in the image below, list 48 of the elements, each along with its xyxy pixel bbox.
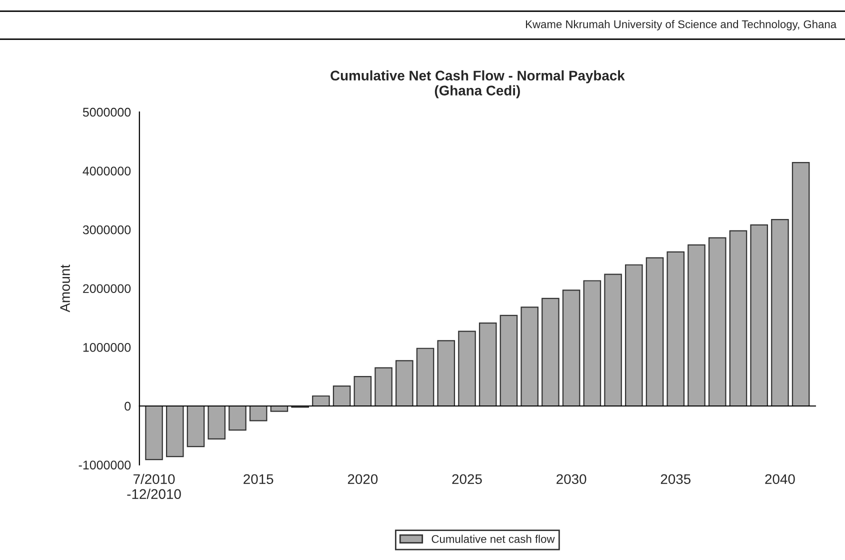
bar xyxy=(792,162,810,407)
x-tick-label: 2015 xyxy=(244,474,274,484)
text: Kwame Nkrumah University of Science and Technology, Ghana xyxy=(526,20,837,30)
bar xyxy=(354,376,372,407)
bar xyxy=(646,257,664,407)
bar xyxy=(771,219,789,407)
bar xyxy=(520,306,538,407)
chart-title: Cumulative Net Cash Flow - Normal Payback (Ghana Cedi) xyxy=(330,70,625,98)
bar xyxy=(458,330,476,407)
bar xyxy=(312,395,330,407)
y-tick-label: 1000000 xyxy=(83,343,131,352)
bar xyxy=(666,251,685,407)
y-tick-label: -1000000 xyxy=(78,460,131,470)
y-tick-label: 5000000 xyxy=(82,108,131,117)
x-tick-label: 2040 xyxy=(765,474,795,484)
bar xyxy=(688,244,706,407)
bar xyxy=(625,264,643,407)
bar xyxy=(249,405,268,422)
bar xyxy=(500,314,518,407)
y-axis-title: Amount xyxy=(60,264,70,312)
bar xyxy=(583,280,602,407)
y-tick-label: 4000000 xyxy=(82,166,131,176)
x-tick-label: 2035 xyxy=(660,474,691,484)
x-tick-label: 7/2010 -12/2010 xyxy=(127,474,181,499)
bar xyxy=(437,340,456,407)
y-tick-label: 2000000 xyxy=(83,284,131,294)
bar xyxy=(604,274,622,407)
bar xyxy=(708,237,726,407)
bar xyxy=(562,290,580,407)
bar xyxy=(208,405,226,440)
bar xyxy=(542,298,560,407)
bar xyxy=(145,405,163,460)
bar xyxy=(729,230,748,407)
bar xyxy=(750,224,768,407)
legend-label: Cumulative net cash flow xyxy=(432,534,555,543)
y-tick-label: 3000000 xyxy=(82,225,131,234)
bar xyxy=(228,405,246,431)
bar xyxy=(396,360,414,407)
y-tick-label: 0 xyxy=(124,402,131,411)
x-tick-label: 2020 xyxy=(348,474,378,484)
x-tick-label: 2025 xyxy=(452,474,482,484)
x-tick-label: 2030 xyxy=(556,474,586,484)
bar xyxy=(332,385,351,407)
bar xyxy=(374,367,392,407)
bar xyxy=(416,348,434,407)
bar xyxy=(186,405,205,448)
bar xyxy=(478,322,497,407)
bar xyxy=(166,405,184,458)
